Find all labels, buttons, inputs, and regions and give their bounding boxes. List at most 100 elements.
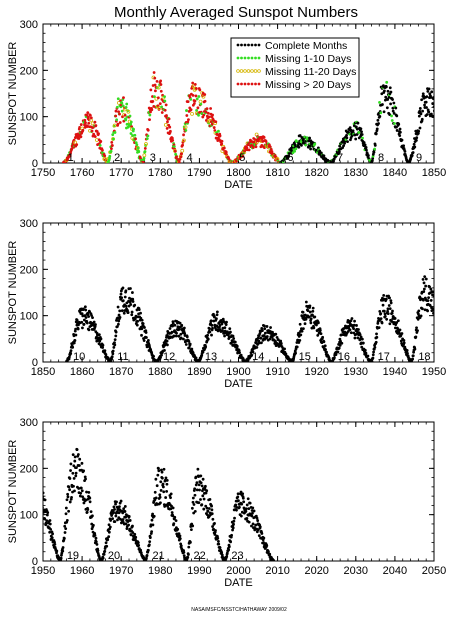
data-point (125, 102, 129, 106)
chart-panel-1: 1750 1760 1770 1780 1790 1800 1810 1820 1830 1840… (7, 19, 446, 191)
data-point (294, 351, 297, 355)
data-point (85, 321, 89, 325)
legend-marker (243, 69, 247, 73)
data-point (424, 284, 428, 288)
data-point (203, 93, 207, 96)
data-point (432, 311, 434, 315)
data-point (79, 491, 83, 495)
data-point (398, 130, 402, 134)
data-point (227, 545, 231, 549)
data-point (360, 345, 364, 349)
data-point (123, 505, 127, 508)
x-tick-label: 2030 (344, 565, 368, 577)
data-point (152, 514, 156, 518)
data-point (354, 137, 358, 141)
x-tick-label: 1950 (422, 366, 446, 378)
data-point (148, 540, 152, 544)
data-point (356, 121, 360, 125)
y-tick-label: 0 (32, 158, 38, 170)
data-point (174, 334, 178, 338)
data-point (373, 345, 377, 349)
data-point (109, 149, 113, 153)
data-point (255, 516, 259, 520)
data-point (119, 292, 123, 296)
data-point (421, 109, 424, 113)
data-point (194, 94, 198, 98)
data-point (236, 492, 240, 496)
data-point (417, 114, 421, 118)
cycle-number-label: 10 (73, 351, 85, 363)
data-point (160, 111, 164, 114)
data-point (107, 523, 111, 527)
data-point (380, 321, 384, 325)
data-point (231, 334, 235, 338)
data-point (204, 345, 208, 349)
data-point (394, 106, 398, 110)
data-point (238, 505, 241, 509)
data-point (257, 534, 261, 538)
data-point (122, 311, 126, 315)
data-point (200, 112, 204, 115)
data-point (146, 338, 150, 342)
data-point (215, 313, 219, 317)
data-point (81, 495, 85, 499)
data-point (129, 122, 133, 126)
data-point (240, 502, 244, 506)
data-point (107, 530, 111, 534)
data-point (80, 320, 84, 324)
data-point (61, 546, 65, 549)
data-point (388, 86, 392, 90)
data-point (155, 484, 159, 488)
data-point (131, 524, 134, 528)
data-point (154, 89, 157, 93)
data-point (183, 125, 188, 130)
data-point (79, 135, 83, 139)
data-point (234, 503, 238, 507)
data-point (209, 107, 213, 110)
cycle-number-label: 21 (152, 550, 164, 562)
data-point (375, 332, 378, 336)
legend-entry-label: Missing 1-10 Days (265, 53, 351, 65)
data-point (241, 154, 245, 158)
data-point (191, 81, 195, 85)
data-point (158, 102, 162, 106)
data-point (69, 352, 73, 355)
data-point (163, 99, 167, 103)
data-point (189, 540, 192, 544)
data-point (172, 522, 176, 526)
data-point (68, 477, 72, 480)
data-point (303, 322, 307, 326)
data-point (76, 453, 80, 456)
data-point (146, 134, 150, 138)
data-point (268, 145, 272, 149)
data-point (389, 299, 393, 303)
data-point (150, 518, 154, 522)
data-point (386, 307, 390, 311)
data-point (340, 341, 344, 345)
data-point (295, 345, 299, 349)
data-point (232, 337, 236, 340)
data-point (432, 96, 434, 99)
data-point (131, 134, 135, 137)
data-point (74, 327, 77, 331)
data-point (187, 545, 191, 549)
data-point (67, 355, 71, 359)
data-point (434, 99, 437, 102)
data-point (48, 522, 52, 526)
data-point (96, 549, 100, 552)
data-point (97, 132, 100, 136)
x-tick-label: 1820 (304, 167, 328, 179)
data-point (379, 111, 383, 115)
data-point (171, 506, 175, 510)
data-point (108, 154, 112, 158)
data-point (53, 543, 57, 546)
data-point (432, 109, 434, 113)
data-point (413, 145, 417, 149)
data-point (378, 309, 382, 313)
data-point (261, 329, 264, 333)
data-point (98, 144, 102, 147)
x-tick-label: 1920 (304, 366, 328, 378)
x-tick-label: 1760 (70, 167, 94, 179)
data-point (165, 482, 169, 486)
